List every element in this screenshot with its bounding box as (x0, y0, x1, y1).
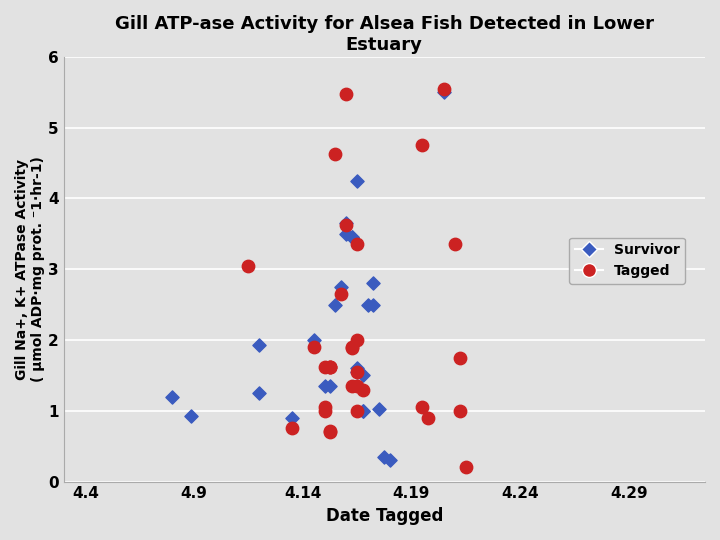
Survivor (351, 368, 363, 376)
Legend: Survivor, Tagged: Survivor, Tagged (570, 238, 685, 284)
Tagged (324, 362, 336, 371)
Tagged (460, 463, 472, 472)
Tagged (351, 368, 363, 376)
Survivor (330, 300, 341, 309)
Tagged (454, 407, 466, 415)
Survivor (253, 389, 265, 397)
Tagged (417, 141, 428, 150)
Tagged (324, 362, 336, 371)
Survivor (335, 282, 346, 291)
Tagged (308, 343, 320, 352)
X-axis label: Date Tagged: Date Tagged (325, 507, 443, 525)
Survivor (308, 336, 320, 345)
Tagged (351, 407, 363, 415)
Survivor (341, 219, 352, 227)
Tagged (330, 150, 341, 159)
Tagged (324, 428, 336, 436)
Tagged (335, 289, 346, 298)
Tagged (324, 426, 336, 435)
Survivor (357, 407, 369, 415)
Tagged (351, 336, 363, 345)
Tagged (324, 362, 336, 371)
Tagged (319, 407, 330, 415)
Tagged (454, 353, 466, 362)
Tagged (351, 240, 363, 249)
Survivor (346, 233, 357, 241)
Survivor (341, 230, 352, 238)
Survivor (368, 300, 379, 309)
Tagged (449, 240, 461, 249)
Tagged (319, 403, 330, 411)
Survivor (379, 453, 390, 461)
Survivor (357, 407, 369, 415)
Survivor (351, 177, 363, 185)
Tagged (422, 414, 433, 422)
Tagged (346, 343, 357, 352)
Survivor (362, 300, 374, 309)
Tagged (346, 382, 357, 390)
Tagged (341, 89, 352, 98)
Tagged (243, 261, 254, 270)
Survivor (319, 382, 330, 390)
Title: Gill ATP-ase Activity for Alsea Fish Detected in Lower
Estuary: Gill ATP-ase Activity for Alsea Fish Det… (114, 15, 654, 54)
Survivor (166, 392, 178, 401)
Tagged (438, 84, 450, 93)
Y-axis label: Gill Na+, K+ ATPase Activity
( μmol ADP·mg prot. ⁻1·hr-1): Gill Na+, K+ ATPase Activity ( μmol ADP·… (15, 156, 45, 382)
Survivor (346, 233, 357, 241)
Survivor (185, 411, 197, 420)
Survivor (438, 88, 450, 97)
Survivor (368, 279, 379, 288)
Tagged (417, 403, 428, 411)
Survivor (373, 405, 384, 414)
Survivor (253, 341, 265, 349)
Tagged (351, 382, 363, 390)
Tagged (341, 221, 352, 230)
Survivor (286, 414, 297, 422)
Survivor (324, 382, 336, 390)
Survivor (351, 364, 363, 373)
Survivor (357, 371, 369, 380)
Survivor (384, 456, 395, 464)
Tagged (357, 385, 369, 394)
Tagged (319, 362, 330, 371)
Tagged (346, 344, 357, 353)
Tagged (286, 424, 297, 433)
